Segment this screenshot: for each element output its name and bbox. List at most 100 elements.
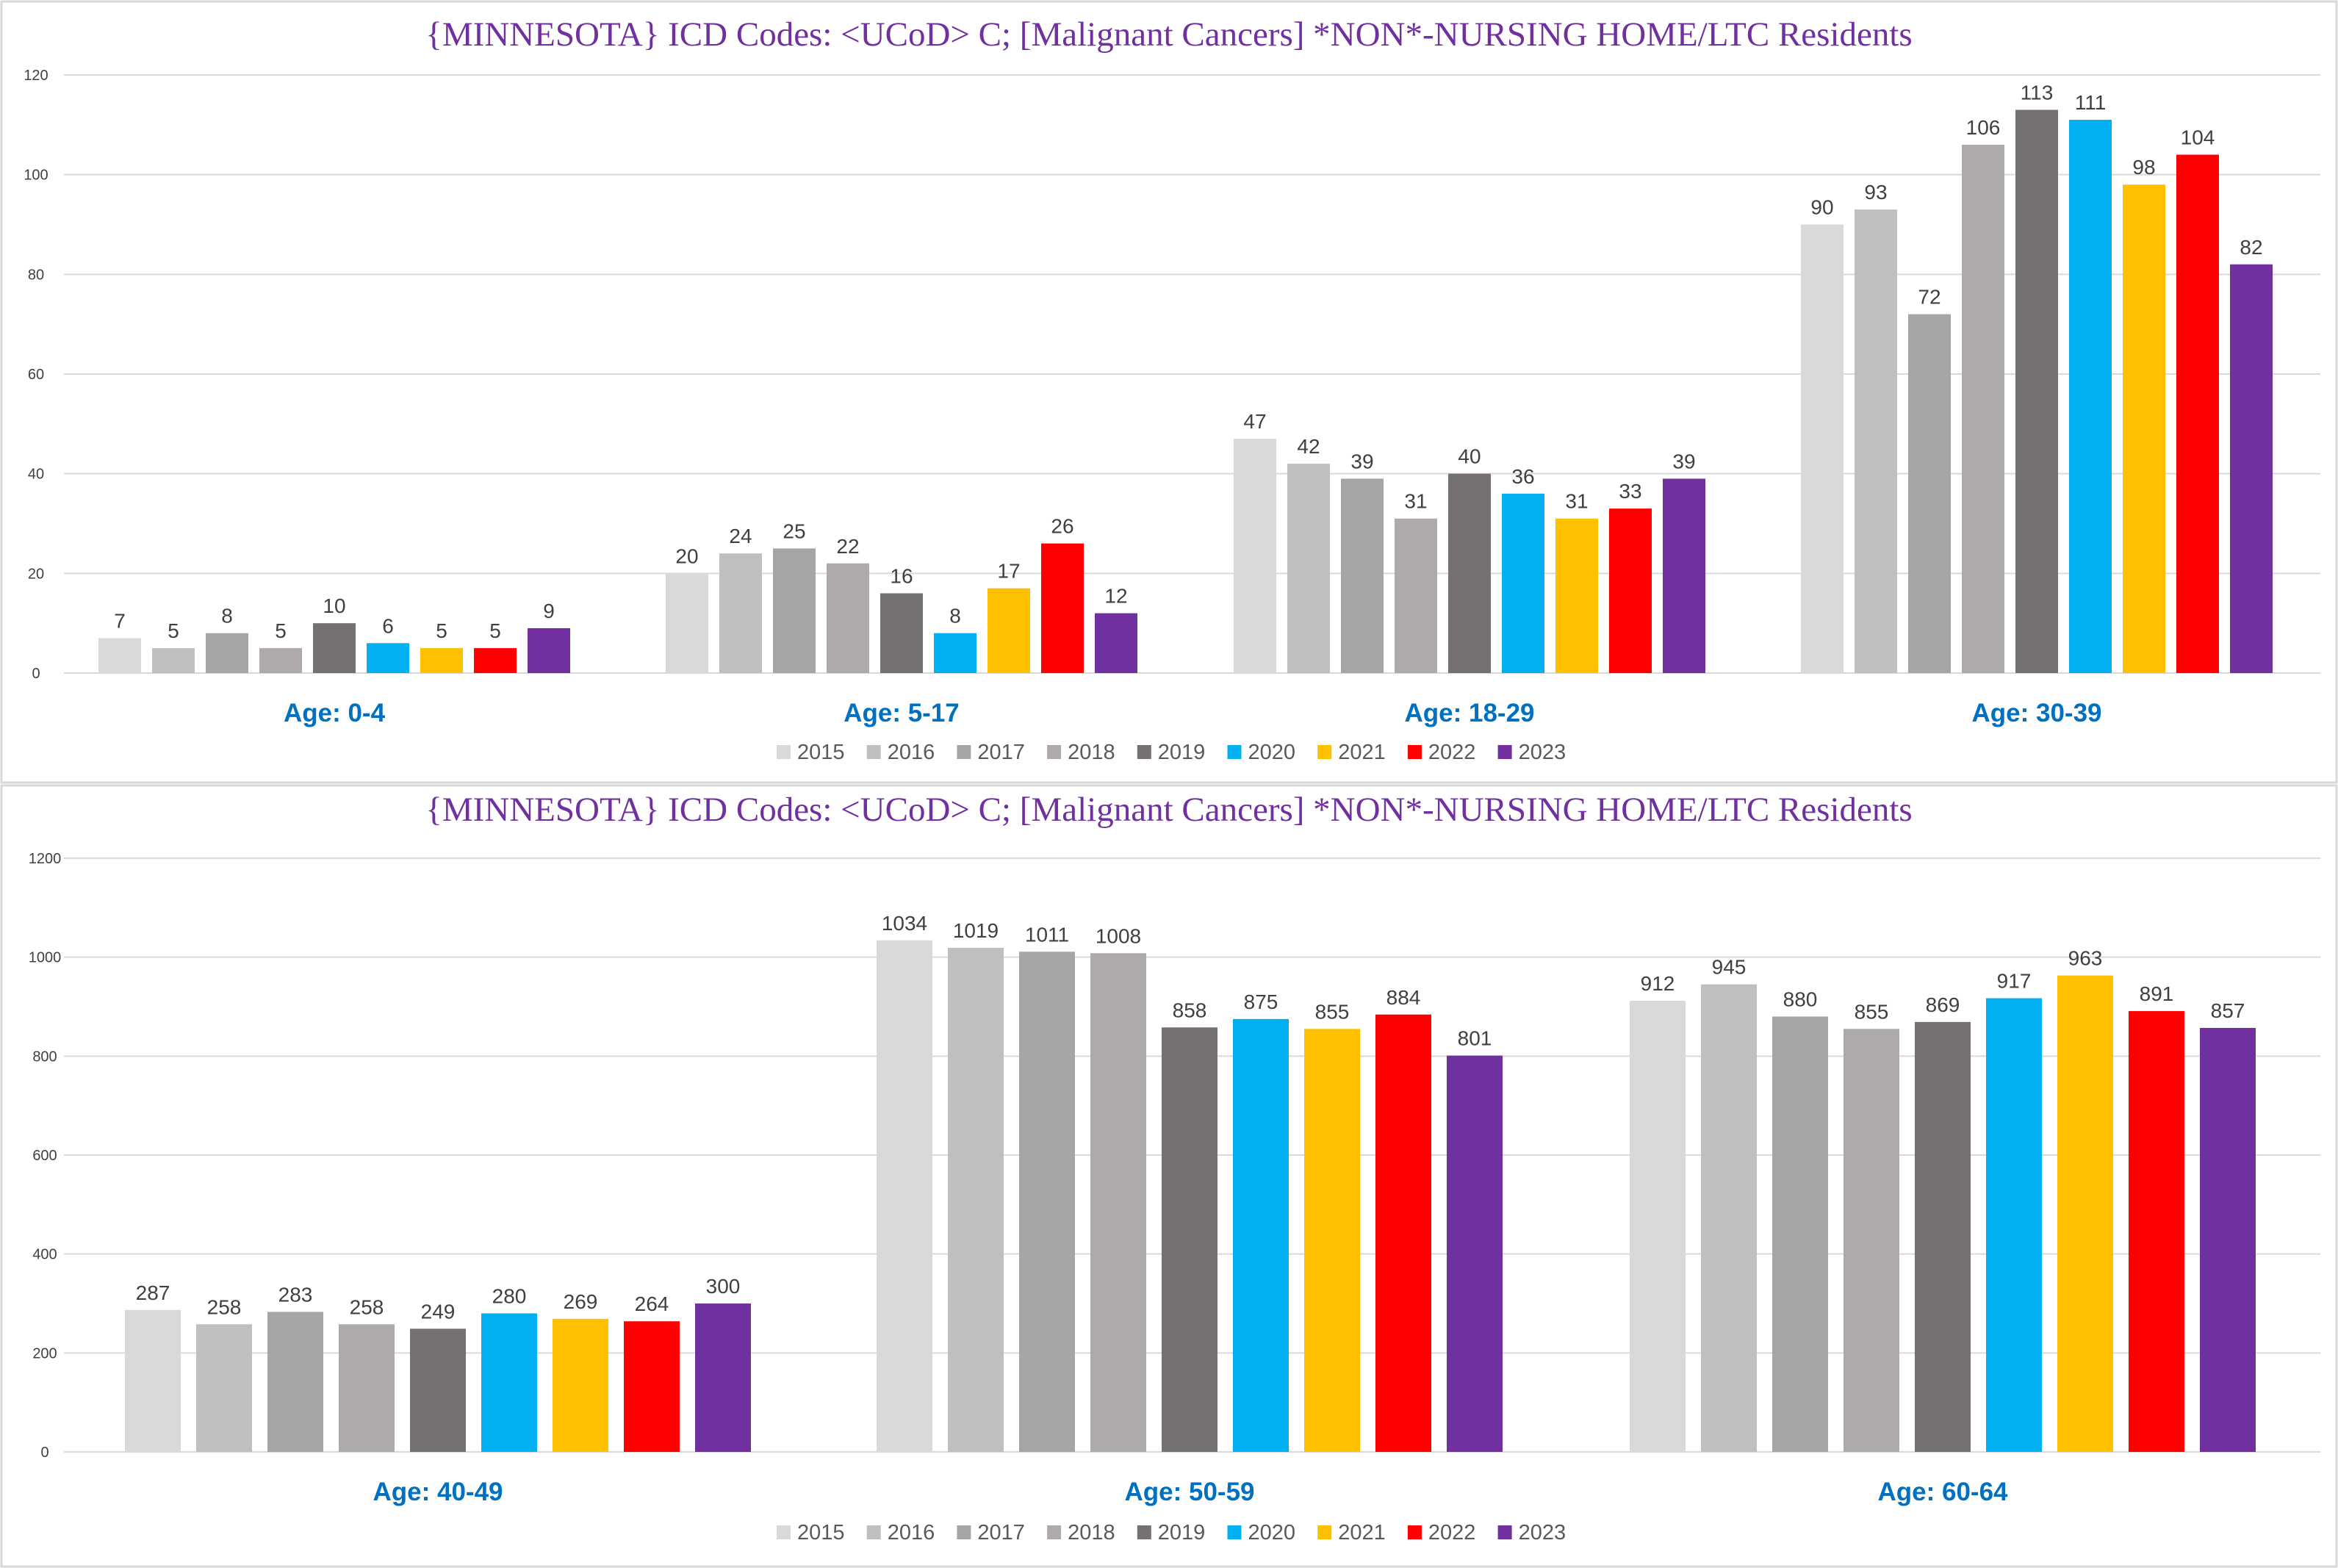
legend-label-2021: 2021 xyxy=(1338,1521,1386,1544)
bar-age-0-4-2019 xyxy=(313,623,356,673)
bar-age-40-49-2021 xyxy=(553,1318,608,1452)
category-label-age-5-17: Age: 5-17 xyxy=(844,699,960,727)
bar-age-40-49-2022 xyxy=(624,1321,680,1452)
data-label-age-0-4-2017: 8 xyxy=(221,605,233,627)
legend-label-2022: 2022 xyxy=(1428,1521,1476,1544)
data-label-age-0-4-2020: 6 xyxy=(382,614,394,637)
bar-age-0-4-2018 xyxy=(259,648,302,673)
data-label-age-60-64-2021: 963 xyxy=(2068,947,2103,970)
y-tick-label-0: 0 xyxy=(32,666,40,682)
bar-age-60-64-2017 xyxy=(1772,1016,1828,1452)
data-label-age-0-4-2023: 9 xyxy=(543,600,555,622)
category-label-age-18-29: Age: 18-29 xyxy=(1404,699,1534,727)
data-label-age-5-17-2015: 20 xyxy=(675,544,698,567)
bar-age-50-59-2023 xyxy=(1447,1055,1503,1452)
data-label-age-40-49-2022: 264 xyxy=(635,1292,669,1315)
bar-age-60-64-2020 xyxy=(1986,998,2042,1452)
chart-title: {MINNESOTA} ICD Codes: <UCoD> C; [Malign… xyxy=(425,791,1912,829)
chart-bottom: {MINNESOTA} ICD Codes: <UCoD> C; [Malign… xyxy=(0,784,2338,1568)
bar-age-60-64-2022 xyxy=(2129,1011,2184,1452)
bar-layer xyxy=(98,109,2273,674)
legend-label-2017: 2017 xyxy=(977,1521,1025,1544)
bar-age-30-39-2020 xyxy=(2069,120,2112,674)
bar-age-40-49-2016 xyxy=(196,1324,252,1452)
data-label-age-18-29-2018: 31 xyxy=(1404,490,1427,513)
legend-swatch-2021 xyxy=(1317,1525,1332,1539)
y-tick-label-0: 0 xyxy=(40,1445,48,1461)
category-label-age-0-4: Age: 0-4 xyxy=(284,699,386,727)
data-label-age-60-64-2016: 945 xyxy=(1712,956,1747,979)
data-label-age-18-29-2019: 40 xyxy=(1458,445,1481,468)
category-label-layer: Age: 0-4 Age: 5-17 Age: 18-29 Age: 30-39 xyxy=(284,699,2102,727)
y-tick-label-1000: 1000 xyxy=(29,950,62,966)
data-label-age-40-49-2015: 287 xyxy=(136,1281,170,1304)
data-label-age-40-49-2021: 269 xyxy=(564,1290,598,1313)
bar-age-0-4-2016 xyxy=(152,648,195,673)
data-label-age-50-59-2017: 1011 xyxy=(1025,923,1069,946)
data-label-age-60-64-2018: 855 xyxy=(1855,1000,1889,1023)
bar-age-5-17-2022 xyxy=(1041,543,1084,673)
bar-age-60-64-2021 xyxy=(2057,975,2113,1452)
data-label-age-0-4-2022: 5 xyxy=(489,619,501,642)
bar-age-30-39-2016 xyxy=(1855,209,1897,673)
legend-swatch-2016 xyxy=(866,1525,881,1539)
data-label-age-30-39-2018: 106 xyxy=(1966,116,2001,139)
bar-age-50-59-2021 xyxy=(1304,1029,1360,1452)
data-label-age-5-17-2022: 26 xyxy=(1051,515,1073,538)
bar-age-5-17-2015 xyxy=(666,573,708,673)
legend-label-2017: 2017 xyxy=(977,741,1025,764)
data-label-age-18-29-2016: 42 xyxy=(1297,435,1320,458)
data-label-age-0-4-2019: 10 xyxy=(323,594,345,617)
data-label-age-40-49-2019: 249 xyxy=(421,1300,456,1323)
bar-age-30-39-2018 xyxy=(1962,144,2004,673)
y-tick-label-100: 100 xyxy=(24,168,48,184)
bar-age-30-39-2015 xyxy=(1801,224,1844,673)
bar-age-18-29-2023 xyxy=(1663,478,1705,673)
data-label-age-30-39-2016: 93 xyxy=(1864,181,1887,204)
legend-swatch-2020 xyxy=(1227,745,1242,759)
y-tick-label-200: 200 xyxy=(32,1345,57,1362)
data-label-age-30-39-2023: 82 xyxy=(2240,236,2262,259)
legend-label-2015: 2015 xyxy=(797,1521,845,1544)
bar-age-30-39-2022 xyxy=(2176,154,2219,674)
bar-age-18-29-2018 xyxy=(1395,518,1437,673)
bar-age-5-17-2020 xyxy=(934,633,976,673)
legend-swatch-2018 xyxy=(1047,1525,1062,1539)
data-label-age-0-4-2018: 5 xyxy=(275,619,287,642)
data-label-age-60-64-2020: 917 xyxy=(1997,970,2032,993)
legend-label-2018: 2018 xyxy=(1068,1521,1115,1544)
data-label-age-18-29-2023: 39 xyxy=(1672,450,1695,472)
bar-age-50-59-2015 xyxy=(877,940,932,1452)
bar-age-0-4-2023 xyxy=(528,627,570,673)
data-label-age-5-17-2019: 16 xyxy=(890,564,913,587)
bar-age-18-29-2019 xyxy=(1448,473,1491,673)
y-tick-label-40: 40 xyxy=(28,467,44,483)
data-label-age-40-49-2018: 258 xyxy=(350,1295,384,1318)
data-label-age-5-17-2016: 24 xyxy=(729,525,752,547)
legend-label-2023: 2023 xyxy=(1519,741,1567,764)
data-label-age-0-4-2021: 5 xyxy=(436,619,447,642)
legend-label-2016: 2016 xyxy=(888,1521,935,1544)
data-label-age-18-29-2015: 47 xyxy=(1243,410,1266,433)
legend-swatch-2019 xyxy=(1137,1525,1151,1539)
bar-age-40-49-2018 xyxy=(339,1324,395,1452)
legend-swatch-2023 xyxy=(1497,1525,1512,1539)
bar-age-5-17-2016 xyxy=(719,553,762,673)
bar-age-30-39-2023 xyxy=(2230,264,2273,673)
y-tick-label-400: 400 xyxy=(32,1247,57,1263)
data-label-age-40-49-2023: 300 xyxy=(706,1275,741,1298)
bar-age-40-49-2019 xyxy=(410,1328,466,1452)
legend-label-2015: 2015 xyxy=(797,741,845,764)
data-label-layer: 287 258 283 258 249 280 269 264 300 1034 1019 1011 1… xyxy=(136,912,2245,1323)
bar-age-18-29-2020 xyxy=(1502,493,1544,673)
data-label-age-30-39-2020: 111 xyxy=(2075,91,2107,114)
bar-age-18-29-2022 xyxy=(1609,508,1652,673)
data-label-age-30-39-2017: 72 xyxy=(1918,286,1940,309)
data-label-age-60-64-2022: 891 xyxy=(2140,982,2174,1005)
legend-swatch-2019 xyxy=(1137,745,1151,759)
data-label-age-50-59-2023: 801 xyxy=(1458,1027,1492,1050)
bar-age-40-49-2023 xyxy=(695,1303,751,1452)
legend-swatch-2021 xyxy=(1317,745,1332,759)
data-label-age-50-59-2021: 855 xyxy=(1315,1000,1350,1023)
